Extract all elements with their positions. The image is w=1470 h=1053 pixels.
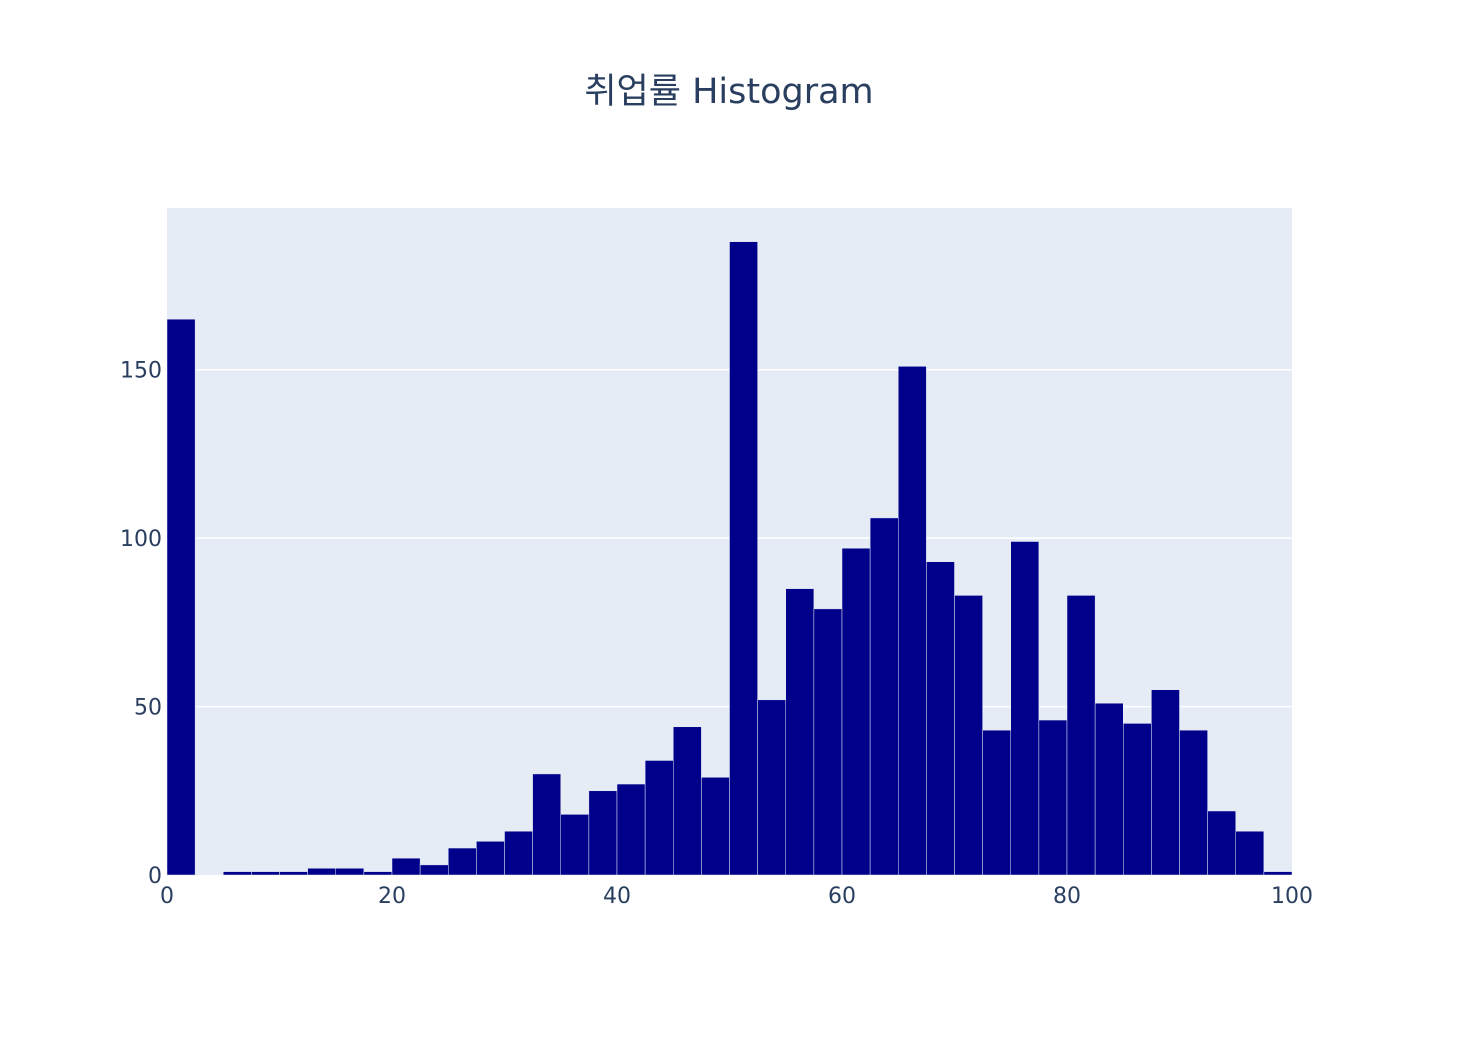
histogram-bar [1179,729,1208,876]
histogram-bar [954,595,983,876]
histogram-bar [869,517,899,876]
histogram-bar [223,871,252,876]
histogram-bar [813,608,843,876]
x-tick-label: 20 [378,884,406,909]
histogram-bar [419,864,449,876]
x-tick-label: 0 [160,884,174,909]
histogram-bar [926,561,955,876]
histogram-bar [1066,595,1096,876]
y-tick-label: 150 [120,359,162,384]
y-tick-label: 50 [134,696,162,721]
histogram-bar [166,318,196,876]
histogram-bar [391,857,421,876]
histogram-bar [448,847,477,876]
histogram-bar [982,729,1011,876]
histogram-bar [1038,719,1068,876]
histogram-bar [673,726,702,876]
histogram-bar [729,241,758,876]
histogram-bar [588,790,618,876]
y-tick-label: 0 [148,864,162,889]
x-tick-label: 60 [828,884,856,909]
histogram-bar [363,871,393,876]
histogram-bar [335,868,365,876]
y-axis-ticks: 0 50 100 150 [120,359,162,889]
histogram-bar [701,777,730,876]
histogram-bar [644,760,674,876]
histogram-bar [1010,541,1040,876]
histogram-bar [1151,689,1180,876]
histogram-bar [560,814,590,876]
x-axis-ticks: 0 20 40 60 80 100 [160,884,1313,909]
histogram-bar [532,773,561,876]
histogram-bar [1235,830,1265,876]
histogram-bar [841,547,871,876]
x-tick-label: 40 [603,884,631,909]
histogram-bar [757,699,786,876]
histogram-bar [476,841,505,876]
histogram-bar [251,871,280,876]
histogram-bar [307,868,336,876]
histogram-bar [1123,723,1152,876]
histogram-bar [1094,702,1124,876]
histogram-bar [1263,871,1293,876]
histogram-bar [1207,810,1236,876]
histogram-bar [616,783,646,876]
chart-title: 취업률 Histogram [584,72,873,112]
bars [166,241,1293,876]
x-tick-label: 100 [1271,884,1313,909]
x-tick-label: 80 [1053,884,1081,909]
histogram-bar [279,871,308,876]
histogram-bar [785,588,815,876]
y-tick-label: 100 [120,527,162,552]
histogram-bar [504,830,533,876]
histogram-bar [898,366,927,876]
